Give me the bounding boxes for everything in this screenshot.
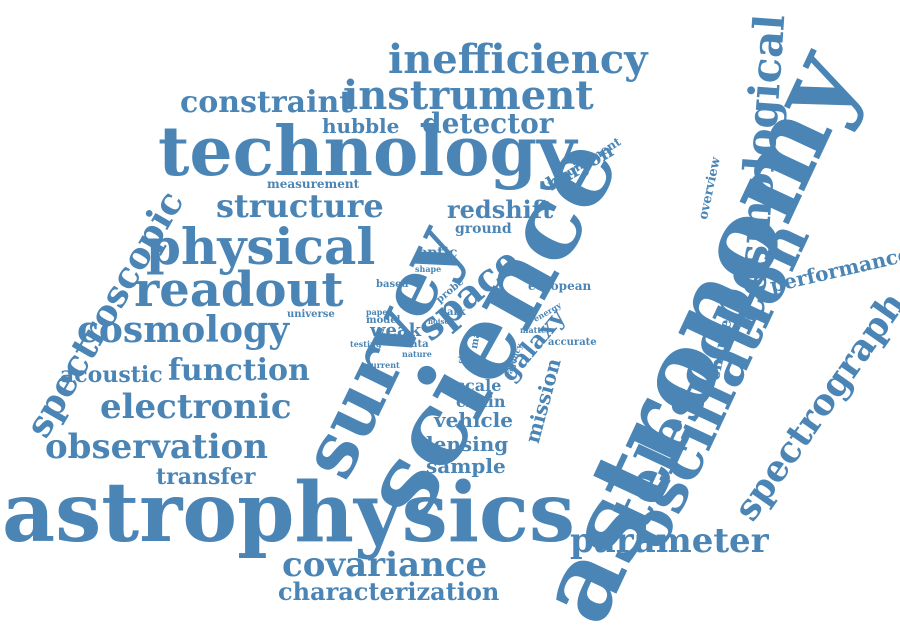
word-weak: weak: [370, 320, 422, 341]
word-constraint: constraint: [180, 85, 354, 120]
word-inefficiency: inefficiency: [388, 36, 648, 83]
word-optic: optic: [418, 245, 458, 261]
word-redshift: redshift: [447, 195, 554, 224]
word-structure: structure: [216, 187, 384, 225]
word-technology: technology: [158, 112, 577, 192]
word-nature: nature: [402, 349, 432, 359]
word-chain: chain: [456, 392, 506, 411]
word-covariance: covariance: [282, 545, 488, 585]
word-based: based: [376, 279, 409, 290]
word-hubble: hubble: [322, 114, 400, 138]
word-dark: dark: [440, 307, 466, 318]
word-universe: universe: [287, 309, 335, 320]
word-cosmology: cosmology: [77, 309, 290, 351]
word-cloud: astrophysics astronomy science survey te…: [2, 13, 900, 640]
word-detector: detector: [422, 107, 554, 140]
word-model: model: [366, 315, 401, 326]
word-accurate: accurate: [548, 337, 597, 348]
word-measurement: measurement: [267, 177, 360, 191]
word-acoustic: acoustic: [60, 362, 163, 388]
word-european: european: [528, 279, 592, 293]
word-electronic: electronic: [100, 387, 292, 427]
word-parameter: parameter: [570, 521, 769, 561]
word-function: function: [168, 353, 310, 388]
word-data: data: [404, 339, 429, 350]
word-physical: physical: [146, 217, 376, 276]
word-observation: observation: [45, 427, 268, 467]
word-shape: shape: [415, 264, 442, 274]
word-paper: paper: [366, 307, 392, 317]
word-transfer: transfer: [156, 464, 256, 490]
word-matter: matter: [520, 325, 551, 335]
word-characterization: characterization: [278, 577, 500, 606]
word-current: current: [366, 360, 400, 370]
word-sample: sample: [426, 454, 506, 478]
word-astrophysics: astrophysics: [2, 465, 576, 561]
word-testing: testing: [350, 339, 382, 349]
word-vehicle: vehicle: [434, 408, 513, 432]
word-noise: noise: [428, 317, 449, 326]
word-instrument: instrument: [343, 72, 594, 119]
word-scale: scale: [456, 376, 502, 395]
word-lensing: lensing: [426, 432, 509, 456]
word-ground: ground: [455, 221, 512, 237]
word-readout: readout: [134, 262, 344, 318]
